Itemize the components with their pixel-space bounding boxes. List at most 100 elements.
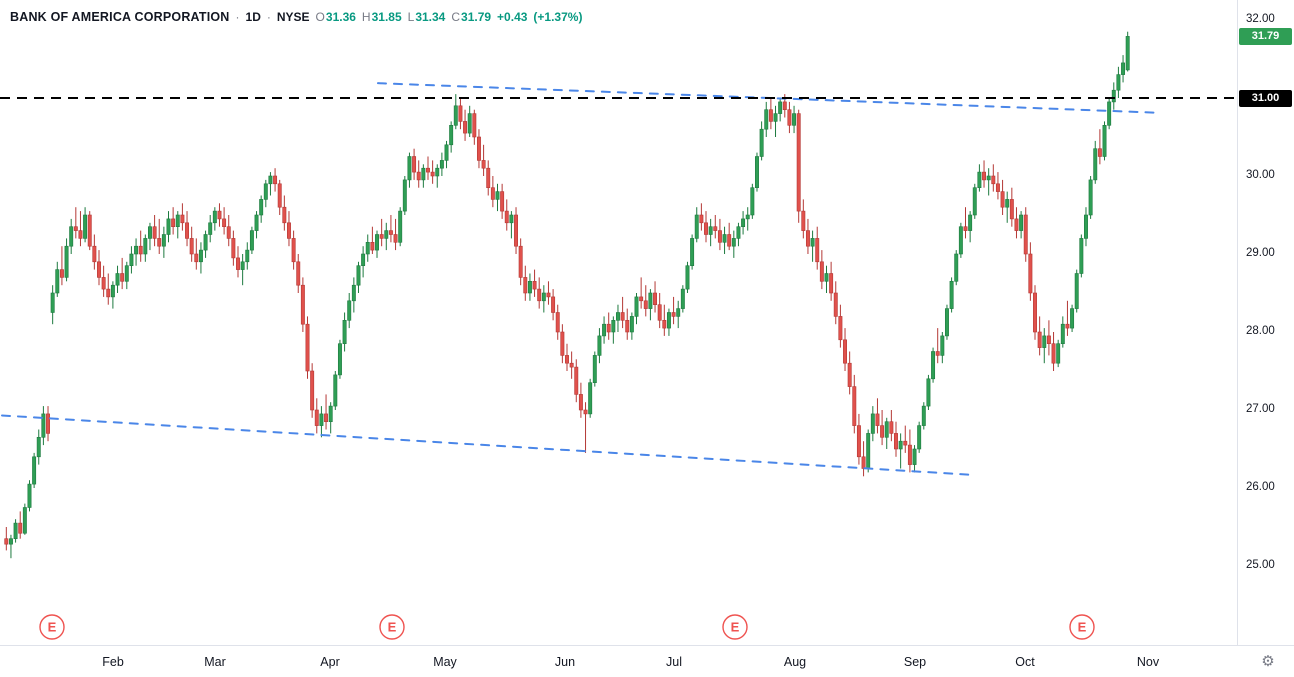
chart-settings-gear-icon[interactable]: ⚙: [1261, 653, 1275, 670]
candle-body: [1056, 343, 1061, 364]
candle-body: [912, 448, 917, 465]
earnings-marker-label: E: [731, 620, 740, 635]
candle-body: [597, 335, 602, 356]
candle-body: [296, 261, 301, 286]
candle-body: [375, 234, 379, 251]
candle-body: [995, 183, 1000, 192]
candle-body: [171, 218, 176, 227]
earnings-marker-circle[interactable]: [39, 614, 65, 640]
candle-body: [625, 319, 630, 333]
earnings-marker-circle[interactable]: [722, 614, 748, 640]
candle-body: [324, 413, 329, 422]
candle-body: [314, 409, 319, 426]
candle-body: [977, 171, 982, 189]
candle-body: [472, 113, 477, 138]
price-axis[interactable]: 31.79 31.00 32.0031.0030.0029.0028.0027.…: [1237, 0, 1294, 645]
legend-separator: ·: [266, 10, 271, 24]
price-tick-label: 28.00: [1246, 325, 1275, 337]
candle-body: [467, 113, 472, 134]
last-price-badge: 31.79: [1239, 27, 1292, 45]
candle-body: [8, 538, 13, 545]
candle-body: [1014, 218, 1019, 231]
close-price: 31.79: [461, 10, 492, 24]
price-tick-label: 29.00: [1246, 247, 1275, 259]
candle-body: [1107, 101, 1112, 126]
close-value: C 31.79: [451, 10, 491, 24]
candle-body: [73, 226, 78, 231]
change-value: +0.43: [497, 10, 528, 24]
candle-body: [560, 331, 565, 356]
low-price: 31.34: [415, 10, 446, 24]
price-tick-label: 27.00: [1246, 403, 1275, 415]
candle-body: [657, 304, 662, 321]
candle-body: [917, 425, 922, 450]
earnings-marker-label: E: [388, 620, 397, 635]
price-tick-label: 32.00: [1246, 13, 1275, 25]
candle-body: [801, 210, 806, 231]
time-axis[interactable]: ⚙ Feb Mar Apr May Jun Jul Aug Sep Oct Nov: [0, 645, 1294, 677]
candle-body: [666, 312, 671, 329]
interval-label[interactable]: 1D: [245, 10, 261, 24]
candle-body: [815, 238, 820, 263]
candle-body: [778, 101, 783, 114]
candle-body: [152, 226, 157, 239]
candle-body: [305, 323, 310, 372]
candle-body: [59, 269, 64, 278]
candle-body: [889, 421, 894, 434]
candle-body: [300, 284, 305, 325]
candle-body: [407, 156, 412, 181]
trendline[interactable]: [1, 414, 971, 476]
symbol-title[interactable]: BANK OF AMERICA CORPORATION: [10, 10, 230, 24]
price-tick-label: 25.00: [1246, 559, 1275, 571]
candle-body: [83, 214, 88, 239]
candle-body: [940, 335, 945, 356]
candle-body: [810, 238, 815, 247]
candle-body: [319, 413, 324, 426]
candle-body: [532, 280, 537, 290]
candle-body: [921, 405, 926, 426]
candle-body: [514, 214, 518, 247]
candle-body: [527, 280, 532, 294]
candle-body: [249, 230, 254, 251]
candle-body: [875, 413, 880, 426]
candle-body: [537, 288, 542, 302]
time-tick-label: Feb: [102, 655, 124, 669]
candle-body: [685, 265, 690, 290]
candle-body: [212, 210, 217, 224]
candle-body: [231, 238, 236, 259]
candle-body: [578, 394, 583, 411]
candle-body: [1079, 238, 1084, 274]
candle-body: [838, 316, 843, 341]
candle-body: [583, 409, 588, 415]
candle-body: [1074, 273, 1079, 309]
candle-body: [662, 319, 667, 329]
earnings-marker-circle[interactable]: [1069, 614, 1095, 640]
candle-body: [342, 319, 347, 344]
candle-body: [1070, 308, 1075, 329]
candle-body: [124, 265, 129, 282]
candle-body: [46, 413, 50, 434]
candle-body: [708, 226, 713, 235]
candle-body: [782, 101, 787, 111]
time-tick-label: Mar: [204, 655, 226, 669]
candle-body: [388, 230, 393, 235]
candle-body: [240, 261, 245, 270]
candle-body: [222, 218, 227, 227]
candle-body: [22, 507, 27, 534]
earnings-marker-circle[interactable]: [379, 614, 405, 640]
candle-body: [254, 214, 259, 231]
candle-body: [968, 214, 973, 231]
candle-body: [106, 288, 111, 298]
candle-body: [690, 238, 695, 266]
candle-body: [745, 214, 750, 220]
candle-body: [991, 175, 996, 185]
candle-body: [426, 167, 430, 173]
candle-body: [852, 386, 857, 426]
candle-body: [310, 370, 315, 411]
low-label: L: [407, 10, 415, 24]
candle-body: [41, 413, 46, 438]
candle-body: [1121, 62, 1126, 75]
legend-separator: ·: [235, 10, 240, 24]
earnings-marker-label: E: [48, 620, 57, 635]
